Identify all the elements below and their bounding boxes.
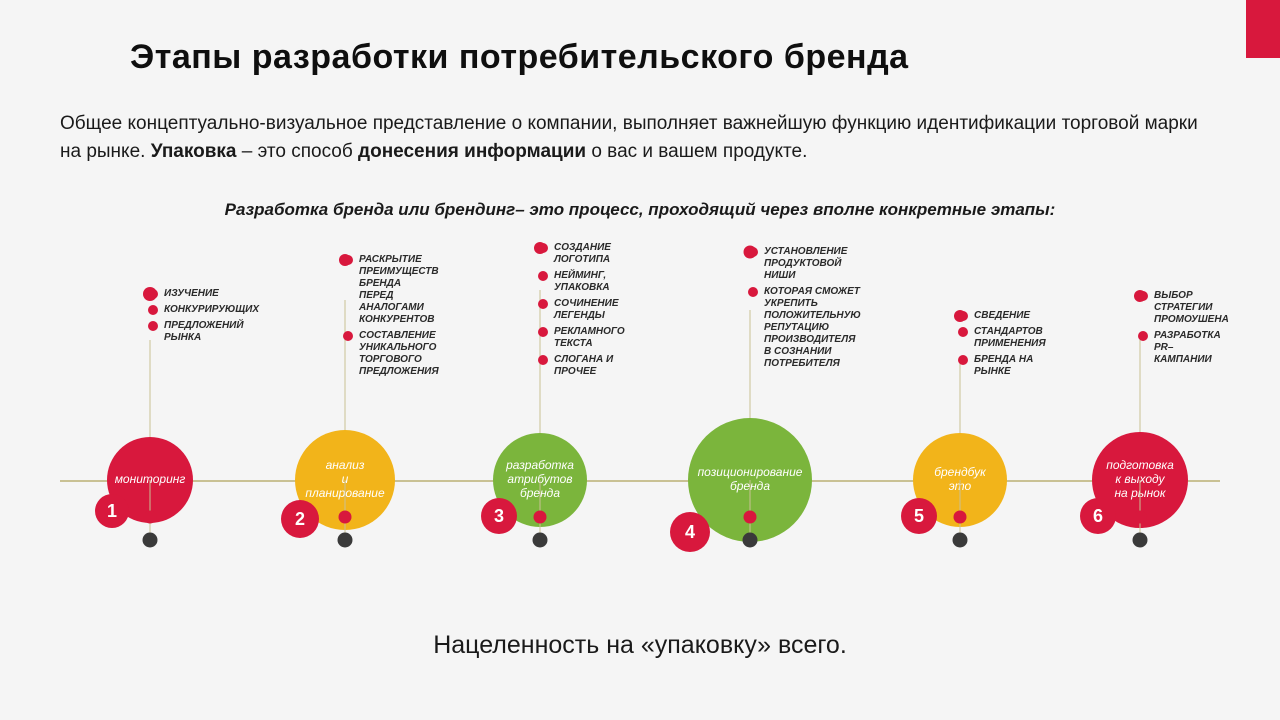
bullet-text: РЕКЛАМНОГО ТЕКСТА <box>554 326 628 350</box>
bullet-row: СОЗДАНИЕ ЛОГОТИПА <box>538 242 628 266</box>
stage-bullets: ИЗУЧЕНИЕ КОНКУРИРУЮЩИХ ПРЕДЛОЖЕНИЙ РЫНКА <box>148 288 259 348</box>
stage-6: ВЫБОР СТРАТЕГИИПРОМОУШЕНА РАЗРАБОТКАPR–КА… <box>1050 230 1230 570</box>
stage-below-dot-red <box>339 511 352 524</box>
stage-below-dot-dark <box>533 533 548 548</box>
bullet-row: СОЧИНЕНИЕ ЛЕГЕНДЫ <box>538 298 628 322</box>
stage-below-dot-red <box>534 511 547 524</box>
bullet-text: РАСКРЫТИЕПРЕИМУЩЕСТВ БРЕНДАПЕРЕД АНАЛОГА… <box>359 254 439 326</box>
subtitle-mid: – это способ <box>236 141 358 162</box>
bullet-row: СТАНДАРТОВ ПРИМЕНЕНИЯ <box>958 326 1048 350</box>
stage-below-dot-red <box>1134 511 1147 524</box>
bullet-text: СЛОГАНА И ПРОЧЕЕ <box>554 354 628 378</box>
bullet-row: РАЗРАБОТКАPR–КАМПАНИИ <box>1138 330 1229 366</box>
bullet-dot-icon <box>1138 291 1148 301</box>
bullet-dot-icon <box>748 287 758 297</box>
stage-number-badge: 1 <box>95 494 129 528</box>
bullet-dot-icon <box>148 289 158 299</box>
subtitle-post: о вас и вашем продукте. <box>586 141 807 162</box>
bullet-text: СОЧИНЕНИЕ ЛЕГЕНДЫ <box>554 298 628 322</box>
page-title: Этапы разработки потребительского бренда <box>130 38 909 77</box>
stage-4: УСТАНОВЛЕНИЕПРОДУКТОВОЙ НИШИКОТОРАЯ СМОЖ… <box>660 230 840 570</box>
stage-number-badge: 4 <box>670 512 710 552</box>
bullet-text: СТАНДАРТОВ ПРИМЕНЕНИЯ <box>974 326 1048 350</box>
stage-number-badge: 6 <box>1080 498 1116 534</box>
stage-bullets: РАСКРЫТИЕПРЕИМУЩЕСТВ БРЕНДАПЕРЕД АНАЛОГА… <box>343 254 439 382</box>
stage-3: СОЗДАНИЕ ЛОГОТИПА НЕЙМИНГ, УПАКОВКА СОЧИНЕ… <box>450 230 630 570</box>
stage-below-dot-red <box>144 511 157 524</box>
subtitle-bold-2: донесения информации <box>358 141 586 162</box>
stage-below-dot-dark <box>143 533 158 548</box>
bullet-dot-icon <box>538 327 548 337</box>
subtitle: Общее концептуально-визуальное представл… <box>60 110 1220 165</box>
bullet-dot-icon <box>343 331 353 341</box>
bullet-text: КОТОРАЯ СМОЖЕТ УКРЕПИТЬПОЛОЖИТЕЛЬНУЮ РЕП… <box>764 286 861 370</box>
bullet-dot-icon <box>148 305 158 315</box>
bullet-row: УСТАНОВЛЕНИЕПРОДУКТОВОЙ НИШИ <box>748 246 861 282</box>
stage-below-dot-red <box>954 511 967 524</box>
bullet-dot-icon <box>958 311 968 321</box>
diagram-canvas: ИЗУЧЕНИЕКОНКУРИРУЮЩИХПРЕДЛОЖЕНИЙ РЫНКАмо… <box>60 230 1220 570</box>
process-diagram: Разработка бренда или брендинг– это проц… <box>60 200 1220 580</box>
stage-bullets: УСТАНОВЛЕНИЕПРОДУКТОВОЙ НИШИ КОТОРАЯ СМОЖ… <box>748 246 861 374</box>
stage-1: ИЗУЧЕНИЕКОНКУРИРУЮЩИХПРЕДЛОЖЕНИЙ РЫНКАмо… <box>60 230 240 570</box>
footer-line: Нацеленность на «упаковку» всего. <box>0 631 1280 660</box>
subtitle-bold-1: Упаковка <box>151 141 237 162</box>
stage-number-badge: 3 <box>481 498 517 534</box>
diagram-title: Разработка бренда или брендинг– это проц… <box>60 200 1220 220</box>
bullet-text: СОЗДАНИЕ ЛОГОТИПА <box>554 242 628 266</box>
bullet-text: УСТАНОВЛЕНИЕПРОДУКТОВОЙ НИШИ <box>764 246 861 282</box>
bullet-row: ИЗУЧЕНИЕ <box>148 288 259 300</box>
stage-5: СВЕДЕНИЕ СТАНДАРТОВ ПРИМЕНЕНИЯ БРЕНДА НА Р… <box>870 230 1050 570</box>
bullet-row: ВЫБОР СТРАТЕГИИПРОМОУШЕНА <box>1138 290 1229 326</box>
bullet-dot-icon <box>538 243 548 253</box>
bullet-row: СОСТАВЛЕНИЕУНИКАЛЬНОГОТОРГОВОГОПРЕДЛОЖЕН… <box>343 330 439 378</box>
stage-bullets: ВЫБОР СТРАТЕГИИПРОМОУШЕНА РАЗРАБОТКАPR–КА… <box>1138 290 1229 370</box>
bullet-text: ВЫБОР СТРАТЕГИИПРОМОУШЕНА <box>1154 290 1229 326</box>
bullet-dot-icon <box>538 299 548 309</box>
bullet-text: СОСТАВЛЕНИЕУНИКАЛЬНОГОТОРГОВОГОПРЕДЛОЖЕН… <box>359 330 439 378</box>
stage-2: РАСКРЫТИЕПРЕИМУЩЕСТВ БРЕНДАПЕРЕД АНАЛОГА… <box>255 230 435 570</box>
bullet-dot-icon <box>148 321 158 331</box>
bullet-text: БРЕНДА НА РЫНКЕ <box>974 354 1048 378</box>
bullet-dot-icon <box>958 355 968 365</box>
bullet-row: НЕЙМИНГ, УПАКОВКА <box>538 270 628 294</box>
bullet-dot-icon <box>538 271 548 281</box>
bullet-row: СВЕДЕНИЕ <box>958 310 1048 322</box>
bullet-dot-icon <box>343 255 353 265</box>
stage-bullets: СВЕДЕНИЕ СТАНДАРТОВ ПРИМЕНЕНИЯ БРЕНДА НА Р… <box>958 310 1048 382</box>
bullet-row: СЛОГАНА И ПРОЧЕЕ <box>538 354 628 378</box>
bullet-row: РАСКРЫТИЕПРЕИМУЩЕСТВ БРЕНДАПЕРЕД АНАЛОГА… <box>343 254 439 326</box>
bullet-dot-icon <box>1138 331 1148 341</box>
stage-below-dot-dark <box>1133 533 1148 548</box>
bullet-text: НЕЙМИНГ, УПАКОВКА <box>554 270 628 294</box>
bullet-text: КОНКУРИРУЮЩИХ <box>164 304 259 316</box>
stage-number-badge: 5 <box>901 498 937 534</box>
bullet-dot-icon <box>538 355 548 365</box>
stage-bullets: СОЗДАНИЕ ЛОГОТИПА НЕЙМИНГ, УПАКОВКА СОЧИНЕ… <box>538 242 628 382</box>
accent-tab <box>1246 0 1280 58</box>
bullet-row: ПРЕДЛОЖЕНИЙ РЫНКА <box>148 320 259 344</box>
bullet-dot-icon <box>958 327 968 337</box>
bullet-dot-icon <box>748 247 758 257</box>
bullet-row: БРЕНДА НА РЫНКЕ <box>958 354 1048 378</box>
stage-below-dot-red <box>744 511 757 524</box>
bullet-text: СВЕДЕНИЕ <box>974 310 1030 322</box>
bullet-row: РЕКЛАМНОГО ТЕКСТА <box>538 326 628 350</box>
bullet-row: КОНКУРИРУЮЩИХ <box>148 304 259 316</box>
stage-below-dot-dark <box>743 533 758 548</box>
bullet-text: ИЗУЧЕНИЕ <box>164 288 219 300</box>
stage-number-badge: 2 <box>281 500 319 538</box>
bullet-row: КОТОРАЯ СМОЖЕТ УКРЕПИТЬПОЛОЖИТЕЛЬНУЮ РЕП… <box>748 286 861 370</box>
stage-below-dot-dark <box>338 533 353 548</box>
stage-below-dot-dark <box>953 533 968 548</box>
bullet-text: ПРЕДЛОЖЕНИЙ РЫНКА <box>164 320 259 344</box>
bullet-text: РАЗРАБОТКАPR–КАМПАНИИ <box>1154 330 1229 366</box>
